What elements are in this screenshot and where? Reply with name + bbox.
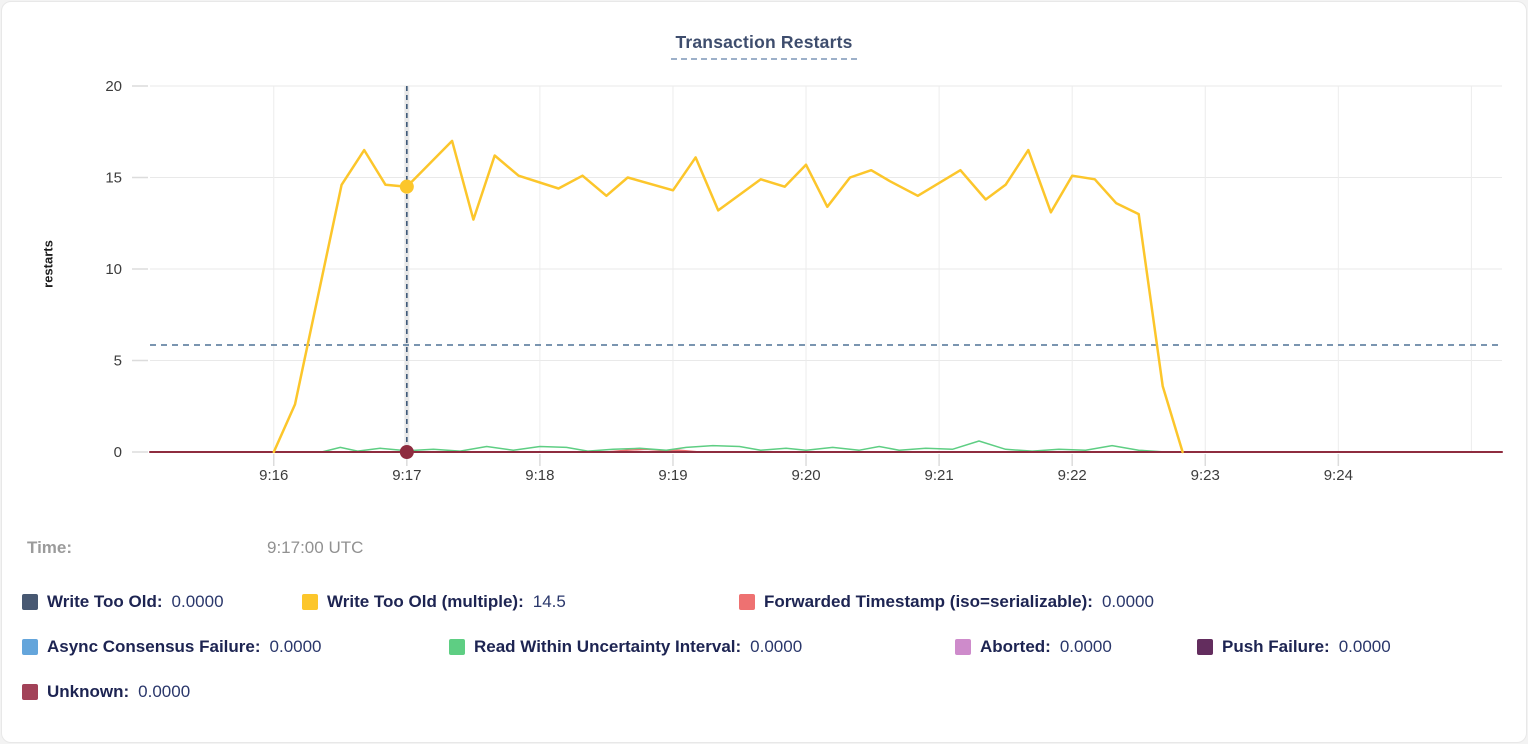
async-consensus-failure-swatch — [22, 639, 38, 655]
x-tick-label: 9:17 — [392, 467, 421, 484]
chart-title-text[interactable]: Transaction Restarts — [671, 32, 857, 60]
legend-label: Push Failure: — [1222, 637, 1330, 656]
legend-value: 0.0000 — [1101, 592, 1154, 611]
legend-label: Unknown: — [47, 682, 130, 701]
legend-item-forwarded-timestamp-iso-serializable[interactable]: Forwarded Timestamp (iso=serializable): 0… — [739, 592, 1154, 612]
legend-item-push-failure[interactable]: Push Failure: 0.0000 — [1197, 637, 1391, 657]
push-failure-swatch — [1197, 639, 1213, 655]
legend-value: 0.0000 — [171, 592, 224, 611]
series-write-too-old-multiple — [272, 139, 1184, 454]
legend-item-aborted[interactable]: Aborted: 0.0000 — [955, 637, 1197, 657]
legend-item-read-within-uncertainty-interval[interactable]: Read Within Uncertainty Interval: 0.0000 — [449, 637, 955, 657]
forwarded-timestamp-iso-serializable-swatch — [739, 594, 755, 610]
crosshair-dot-write-too-old-multiple — [399, 179, 414, 194]
x-tick-label: 9:21 — [925, 467, 954, 484]
legend-row-1: Write Too Old: 0.0000 Write Too Old (multi… — [22, 592, 1516, 612]
series-read-within-uncertainty-interval — [320, 440, 1167, 453]
legend-item-async-consensus-failure[interactable]: Async Consensus Failure: 0.0000 — [22, 637, 449, 657]
legend-item-unknown[interactable]: Unknown: 0.0000 — [22, 682, 190, 702]
legend-label: Read Within Uncertainty Interval: — [474, 637, 742, 656]
write-too-old-multiple-swatch — [302, 594, 318, 610]
legend-value: 0.0000 — [1059, 637, 1112, 656]
y-tick-label: 10 — [105, 261, 122, 278]
x-tick-label: 9:22 — [1058, 467, 1087, 484]
x-tick-label: 9:20 — [791, 467, 820, 484]
legend-label: Write Too Old (multiple): — [327, 592, 524, 611]
time-value: 9:17:00 UTC — [267, 538, 364, 557]
legend-label: Write Too Old: — [47, 592, 163, 611]
time-label: Time: — [27, 538, 73, 557]
chart-title: Transaction Restarts — [2, 32, 1526, 60]
legend-label: Aborted: — [980, 637, 1051, 656]
y-tick-label: 0 — [114, 444, 122, 461]
y-tick-label: 20 — [105, 78, 122, 95]
legend-label: Async Consensus Failure: — [47, 637, 261, 656]
aborted-swatch — [955, 639, 971, 655]
legend-item-write-too-old[interactable]: Write Too Old: 0.0000 — [22, 592, 302, 612]
legend-label: Forwarded Timestamp (iso=serializable): — [764, 592, 1093, 611]
legend-value: 14.5 — [532, 592, 566, 611]
legend-value: 0.0000 — [750, 637, 803, 656]
legend-row-3: Unknown: 0.0000 — [22, 682, 1516, 702]
x-tick-label: 9:18 — [525, 467, 554, 484]
y-tick-label: 15 — [105, 170, 122, 187]
read-within-uncertainty-interval-swatch — [449, 639, 465, 655]
legend-value: 0.0000 — [138, 682, 191, 701]
x-tick-label: 9:16 — [259, 467, 288, 484]
legend-item-write-too-old-multiple[interactable]: Write Too Old (multiple): 14.5 — [302, 592, 739, 612]
legend-value: 0.0000 — [1338, 637, 1391, 656]
x-tick-label: 9:24 — [1324, 467, 1353, 484]
unknown-swatch — [22, 684, 38, 700]
x-tick-label: 9:23 — [1191, 467, 1220, 484]
y-tick-label: 5 — [114, 353, 122, 370]
transaction-restarts-chart[interactable]: 0 5 10 15 20 9:16 9:17 9:18 9:19 9:20 9:21 9:22 9:23… — [2, 54, 1527, 524]
write-too-old-swatch — [22, 594, 38, 610]
x-tick-label: 9:19 — [658, 467, 687, 484]
legend-value: 0.0000 — [269, 637, 322, 656]
time-row: Time: 9:17:00 UTC — [27, 538, 1506, 558]
legend-row-2: Async Consensus Failure: 0.0000 Read Withi… — [22, 637, 1516, 657]
crosshair-dot-unknown — [399, 445, 414, 459]
